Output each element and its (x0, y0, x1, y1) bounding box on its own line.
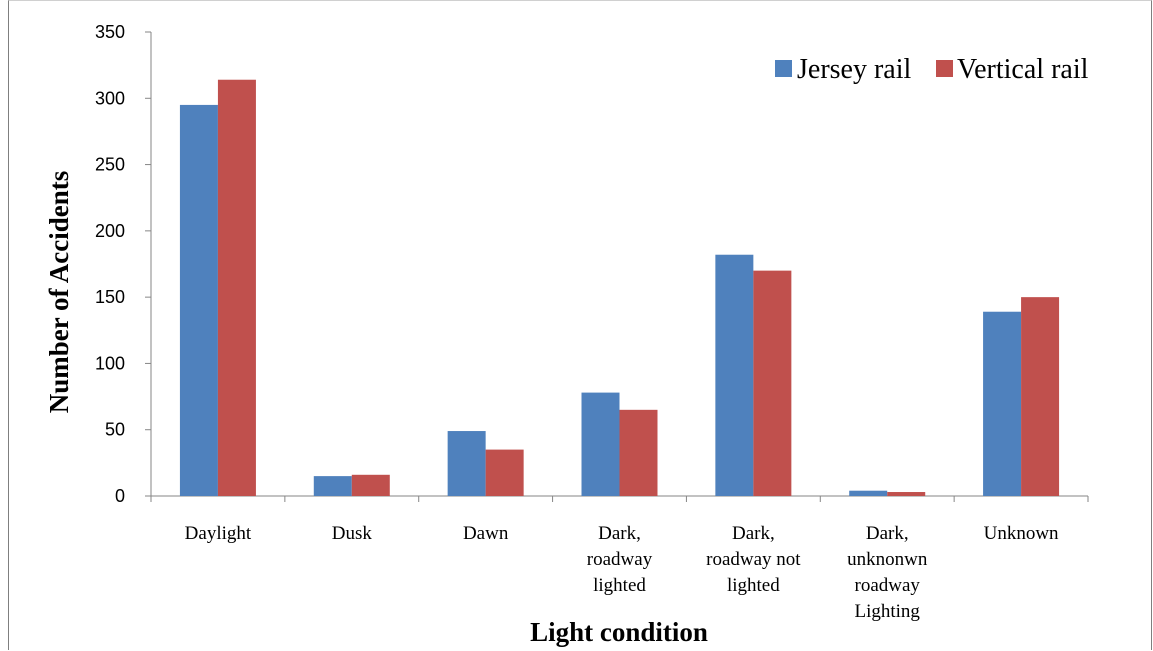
y-tick-label: 150 (95, 287, 125, 307)
category-labels: Daylight Dusk Dawn Dark, roadway lighted Dark,… (185, 523, 1059, 622)
category-label: Dark, (598, 523, 641, 544)
legend-swatch-vertical (936, 60, 953, 77)
category-label: Dawn (463, 523, 509, 544)
bar-jersey-3 (581, 392, 620, 496)
category-label: roadway not (706, 549, 801, 570)
category-label: Daylight (185, 523, 252, 544)
bar-vertical-4 (753, 270, 792, 496)
y-axis: 0 50 100 150 200 250 300 350 (95, 22, 152, 506)
category-label: Dusk (332, 523, 373, 544)
y-tick-label: 100 (95, 353, 125, 373)
y-axis-title: Number of Accidents (44, 171, 74, 414)
bar-jersey-4 (715, 254, 754, 496)
category-label: Dark, (866, 523, 909, 544)
category-label: roadway (855, 575, 921, 596)
legend-label: Jersey rail (797, 54, 912, 85)
bar-jersey-1 (313, 476, 352, 496)
y-tick-label: 200 (95, 221, 125, 241)
category-label: lighted (727, 575, 780, 596)
legend: Jersey rail Vertical rail (775, 54, 1089, 85)
category-label: Dark, (732, 523, 775, 544)
y-tick-label: 300 (95, 88, 125, 108)
legend-label: Vertical rail (957, 54, 1089, 85)
category-label: lighted (593, 575, 646, 596)
bars (179, 79, 1060, 497)
category-label: Unknown (984, 523, 1059, 544)
category-label: Lighting (854, 601, 920, 622)
x-axis-title: Light condition (530, 617, 708, 647)
bar-vertical-6 (1021, 297, 1060, 496)
y-tick-label: 50 (105, 420, 125, 440)
y-tick-label: 250 (95, 155, 125, 175)
y-tick-label: 0 (115, 486, 125, 506)
legend-swatch-jersey (775, 60, 792, 77)
y-tick-label: 350 (95, 22, 125, 42)
bar-vertical-1 (351, 474, 390, 496)
category-label: unknonwn (847, 549, 928, 570)
category-label: roadway (587, 549, 653, 570)
bar-jersey-2 (447, 431, 486, 496)
chart-frame (8, 0, 1152, 650)
bar-jersey-5 (849, 490, 888, 496)
bar-jersey-6 (983, 311, 1022, 496)
bar-jersey-0 (179, 104, 218, 497)
bar-vertical-5 (887, 492, 926, 496)
bar-vertical-3 (619, 409, 658, 496)
bar-vertical-2 (485, 449, 524, 496)
bar-vertical-0 (217, 79, 256, 497)
x-axis (150, 495, 1089, 502)
